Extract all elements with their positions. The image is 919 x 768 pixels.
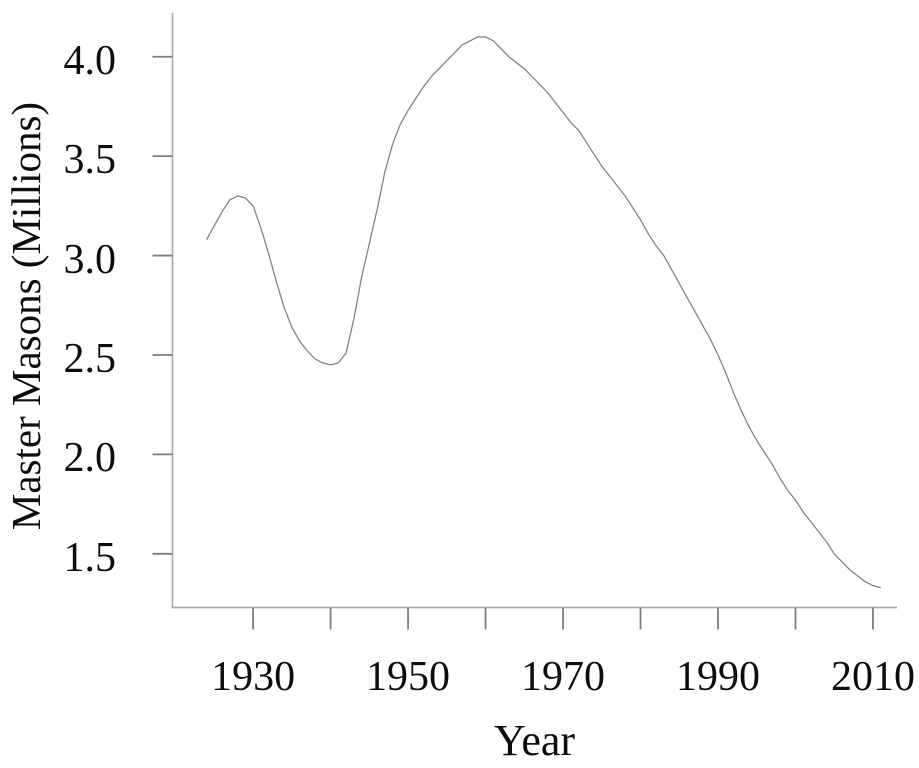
x-tick-label: 1990: [676, 654, 760, 700]
y-tick-label: 2.5: [63, 335, 117, 382]
x-axis-title: Year: [493, 716, 576, 765]
x-tick-label: 1970: [521, 654, 606, 700]
x-tick-label: 2010: [830, 654, 915, 700]
y-tick-label: 4.0: [63, 37, 117, 84]
y-tick-label: 3.0: [63, 236, 117, 283]
y-axis-title: Master Masons (Millions): [3, 101, 49, 531]
y-tick-label: 3.5: [63, 137, 117, 184]
y-tick-label: 1.5: [63, 534, 117, 581]
y-tick-label: 2.0: [63, 435, 117, 482]
data-line: [206, 36, 881, 589]
x-tick-label: 1930: [211, 654, 296, 700]
x-tick-label: 1950: [366, 654, 451, 700]
